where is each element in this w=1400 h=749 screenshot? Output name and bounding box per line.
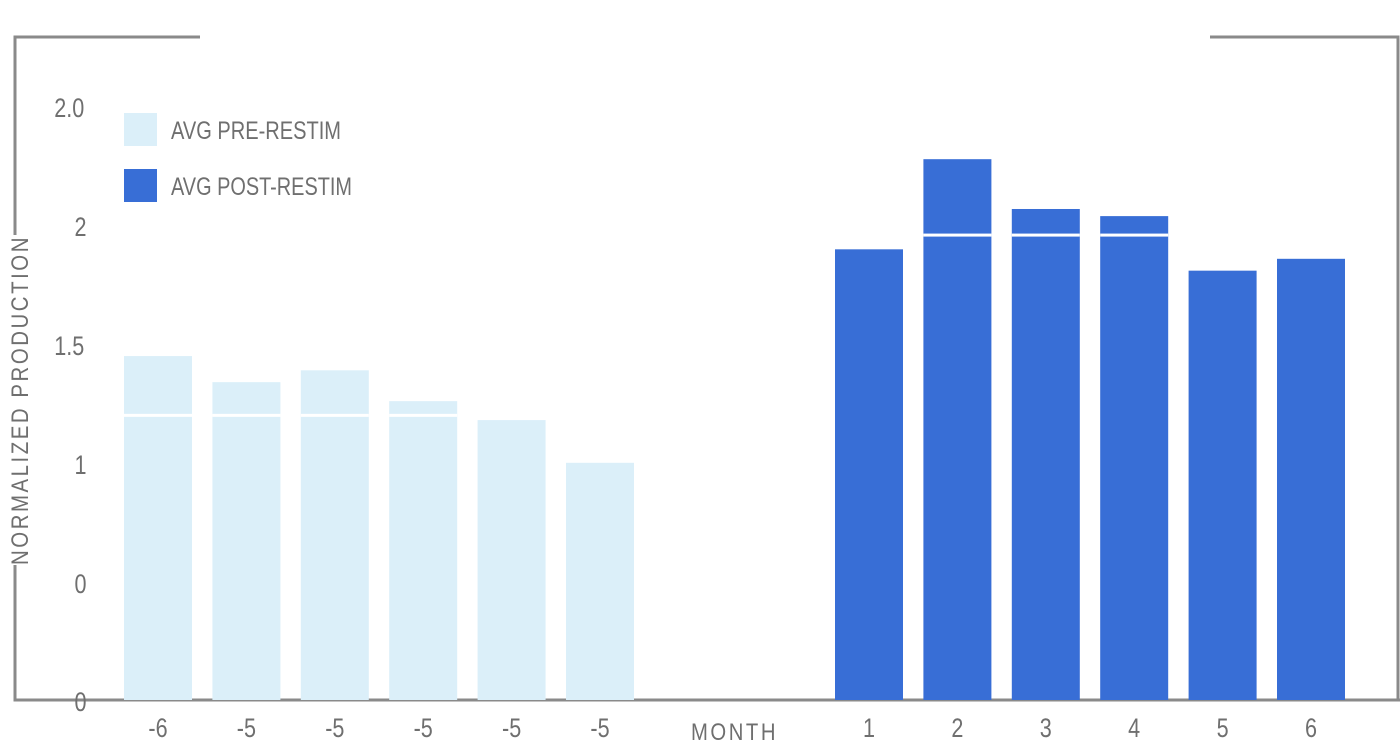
post-restim-bar: [1100, 216, 1169, 700]
average-reference-line: [923, 233, 992, 237]
frame-right-bracket: [1210, 35, 1400, 700]
average-reference-line: [1011, 233, 1080, 237]
average-reference-line: [124, 413, 192, 417]
legend-swatch-post-restim: [124, 169, 157, 202]
post-restim-bar: [835, 249, 903, 700]
pre-restim-bar: [566, 462, 634, 700]
pre-restim-bar: [212, 382, 281, 700]
y-axis-title: NORMALIZED PRODUCTION: [7, 235, 34, 565]
average-reference-line: [1100, 233, 1169, 237]
legend-swatch-pre-restim: [124, 113, 157, 146]
y-tick-label: 2.0: [54, 94, 84, 124]
average-reference-line: [389, 413, 458, 417]
x-tick-label: -5: [325, 714, 344, 744]
legend-label-post-restim: AVG POST-RESTIM: [171, 173, 352, 201]
x-tick-label: -6: [148, 714, 167, 744]
x-tick-label: -5: [502, 714, 521, 744]
average-reference-line: [300, 413, 369, 417]
y-tick-label: 0: [74, 570, 86, 600]
bars-group: [124, 159, 1345, 700]
x-tick-label: 5: [1217, 714, 1229, 744]
x-tick-label: -5: [237, 714, 256, 744]
post-restim-bar: [1188, 270, 1257, 700]
x-tick-label: 6: [1305, 714, 1317, 744]
pre-restim-bar: [389, 401, 458, 700]
post-restim-bar: [1277, 258, 1345, 700]
x-axis-ticks: -6 -5 -5 -5 -5 -5 1 2 3 4 5 6: [148, 714, 1317, 744]
post-restim-bar: [923, 159, 992, 700]
pre-restim-bar: [124, 356, 192, 700]
y-axis-ticks: 0 0 1 1.5 2 2.0: [54, 94, 86, 718]
pre-restim-bar: [477, 420, 546, 700]
legend-label-pre-restim: AVG PRE-RESTIM: [171, 117, 341, 145]
pre-restim-bar: [300, 370, 369, 700]
y-tick-label: 0: [74, 688, 86, 718]
x-tick-label: -5: [590, 714, 609, 744]
x-tick-label: -5: [414, 714, 433, 744]
y-tick-label: 1: [74, 451, 86, 481]
x-tick-label: 4: [1128, 714, 1140, 744]
x-tick-label: 2: [951, 714, 963, 744]
average-reference-line: [212, 413, 281, 417]
legend: AVG PRE-RESTIM AVG POST-RESTIM: [124, 113, 352, 202]
post-restim-bar: [1011, 208, 1080, 700]
x-tick-label: 1: [863, 714, 875, 744]
y-tick-label: 1.5: [54, 332, 84, 362]
y-tick-label: 2: [74, 213, 86, 243]
x-axis-title: MONTH: [691, 719, 778, 746]
x-tick-label: 3: [1040, 714, 1052, 744]
